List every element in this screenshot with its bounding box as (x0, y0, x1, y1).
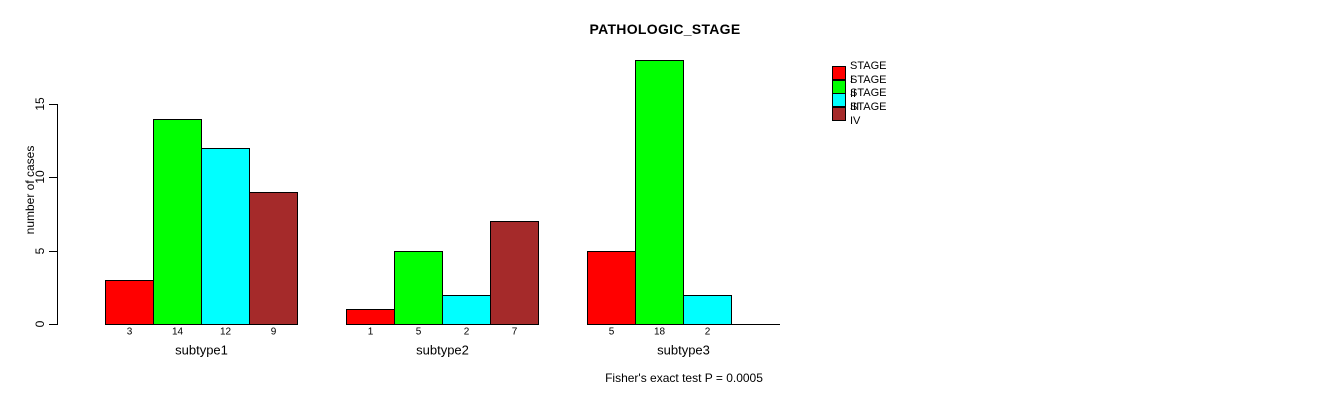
category-label-subtype2: subtype2 (416, 342, 469, 358)
bar-stage-ii-subtype3 (635, 60, 684, 325)
y-tick (49, 324, 57, 325)
legend-row: STAGE IV (832, 101, 886, 127)
bar-value-label: 1 (367, 326, 374, 338)
bar-stage-ii-subtype2 (394, 251, 443, 325)
y-tick-label: 15 (33, 97, 47, 111)
category-label-subtype1: subtype1 (175, 342, 228, 358)
legend-label: STAGE III (850, 87, 887, 113)
legend-row: STAGE I (832, 60, 886, 86)
bar-value-label: 7 (511, 326, 518, 338)
y-tick (49, 177, 57, 178)
bar-stage-iv-subtype3 (731, 324, 780, 325)
bar-value-label: 2 (463, 326, 470, 338)
bar-stage-ii-subtype1 (153, 119, 202, 325)
category-label-subtype3: subtype3 (657, 342, 710, 358)
y-tick-label: 10 (33, 170, 47, 184)
bar-stage-iii-subtype1 (201, 148, 250, 325)
bar-value-label: 12 (219, 326, 232, 338)
bar-stage-i-subtype1 (105, 280, 154, 325)
bar-value-label: 5 (608, 326, 615, 338)
legend-swatch-stage-iii (832, 93, 846, 107)
legend-row: STAGE II (832, 74, 886, 100)
legend-label: STAGE I (850, 60, 887, 86)
bar-stage-i-subtype2 (346, 309, 395, 325)
bar-stage-iii-subtype3 (683, 295, 732, 325)
legend-label: STAGE II (850, 74, 887, 100)
legend-swatch-stage-i (832, 66, 846, 80)
y-axis-line (57, 104, 58, 325)
bar-value-label: 5 (415, 326, 422, 338)
legend-label: STAGE IV (850, 101, 887, 127)
bar-value-label: 9 (270, 326, 277, 338)
y-tick (49, 251, 57, 252)
y-tick-label: 5 (33, 247, 47, 255)
legend-row: STAGE III (832, 87, 886, 113)
fisher-test-annotation: Fisher's exact test P = 0.0005 (605, 371, 763, 385)
bar-stage-i-subtype3 (587, 251, 636, 325)
y-tick-label: 0 (33, 320, 47, 328)
bar-value-label: 18 (653, 326, 666, 338)
bar-value-label: 3 (126, 326, 133, 338)
legend-swatch-stage-iv (832, 107, 846, 121)
bar-stage-iv-subtype2 (490, 221, 539, 325)
y-tick (49, 104, 57, 105)
bar-stage-iii-subtype2 (442, 295, 491, 325)
bar-stage-iv-subtype1 (249, 192, 298, 325)
bar-value-label: 14 (171, 326, 184, 338)
chart-title: PATHOLOGIC_STAGE (589, 21, 741, 37)
bar-value-label: 2 (704, 326, 711, 338)
legend-swatch-stage-ii (832, 80, 846, 94)
